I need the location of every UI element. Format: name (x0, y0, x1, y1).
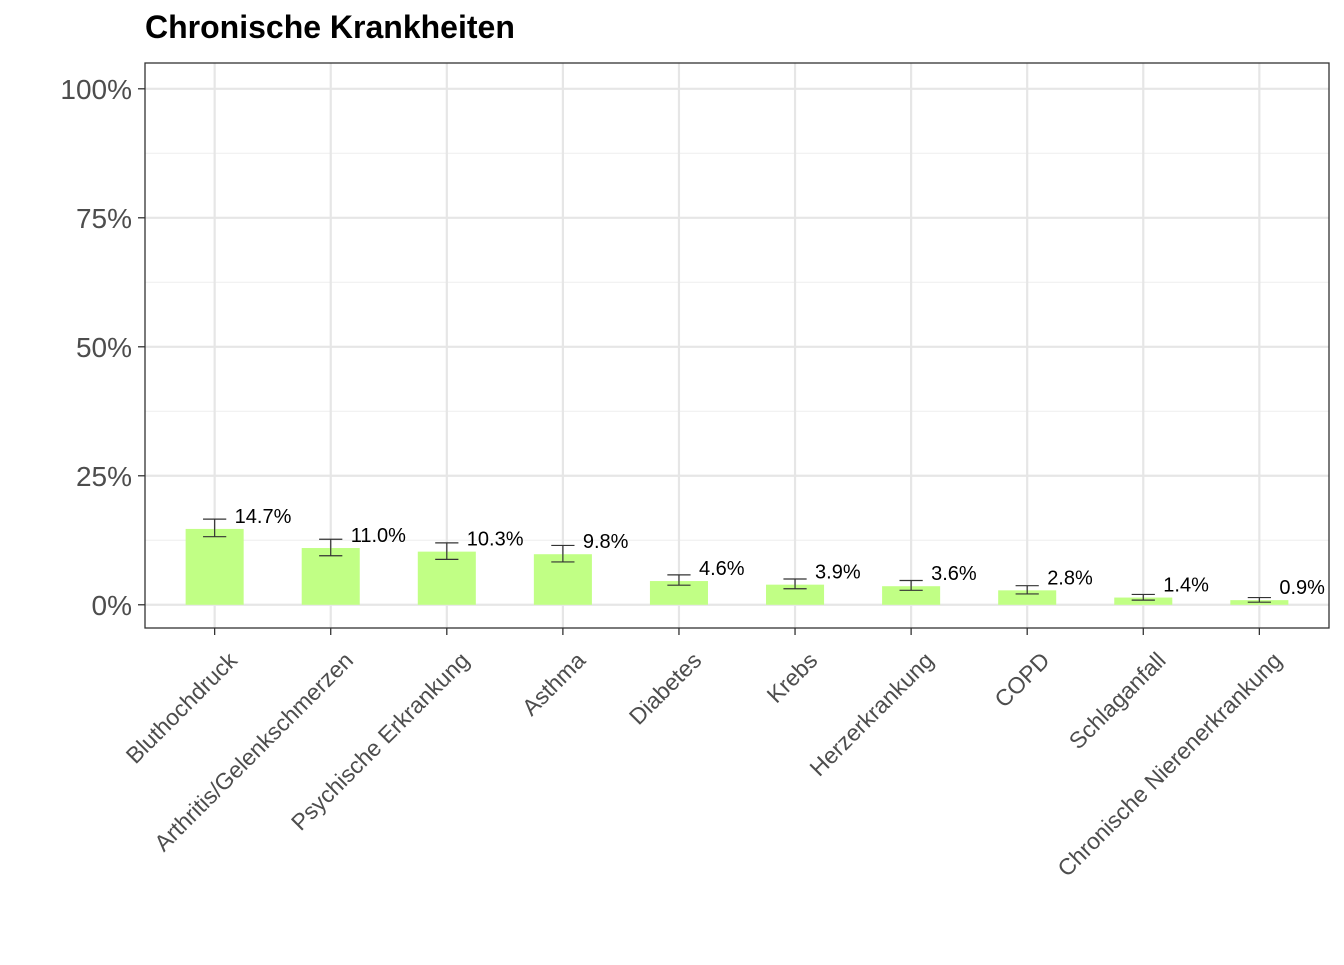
y-tick-label: 0% (92, 590, 132, 621)
y-tick-label: 50% (76, 332, 132, 363)
x-axis: BluthochdruckArthritis/GelenkschmerzenPs… (121, 628, 1287, 881)
bar (185, 528, 244, 605)
bar (882, 586, 941, 605)
data-labels: 14.7% 11.0% 10.3% 9.8% 4.6% 3.9% 3.6% 2.8% 1.4% 0… (235, 506, 1326, 599)
y-axis: 0% 25% 50% 75% 100% (60, 74, 145, 621)
data-label: 3.6% (931, 563, 977, 585)
data-label: 10.3% (467, 529, 524, 551)
bar (766, 584, 825, 605)
error-bars (203, 518, 1271, 603)
bar (998, 590, 1057, 605)
data-label: 11.0% (351, 525, 406, 547)
grid-lines (145, 63, 1329, 628)
x-tick-label: Diabetes (624, 647, 707, 730)
bar (417, 551, 476, 605)
x-tick-label: Asthma (517, 647, 591, 721)
y-tick-label: 75% (76, 203, 132, 234)
x-tick-label: Herzerkrankung (804, 647, 938, 781)
x-tick-label: Bluthochdruck (121, 647, 243, 769)
data-label: 2.8% (1047, 567, 1093, 589)
bar (533, 554, 592, 605)
x-tick-label: Arthritis/Gelenkschmerzen (149, 647, 358, 856)
bar (1114, 597, 1173, 605)
bar (649, 581, 708, 605)
y-tick-label: 25% (76, 461, 132, 492)
x-tick-label: COPD (989, 647, 1054, 712)
data-label: 9.8% (583, 531, 629, 553)
data-label: 0.9% (1279, 577, 1325, 599)
data-label: 3.9% (815, 562, 861, 584)
chart-title: Chronische Krankheiten (145, 9, 515, 45)
x-tick-label: Krebs (762, 647, 823, 708)
x-tick-label: Chronische Nierenerkrankung (1052, 647, 1286, 881)
bar (301, 548, 360, 605)
data-label: 4.6% (699, 558, 745, 580)
x-tick-label: Schlaganfall (1064, 647, 1171, 754)
data-label: 1.4% (1163, 575, 1209, 597)
bars (185, 528, 1289, 605)
plot-panel-border (144, 62, 1330, 629)
data-label: 14.7% (235, 506, 292, 528)
y-tick-label: 100% (60, 74, 132, 105)
